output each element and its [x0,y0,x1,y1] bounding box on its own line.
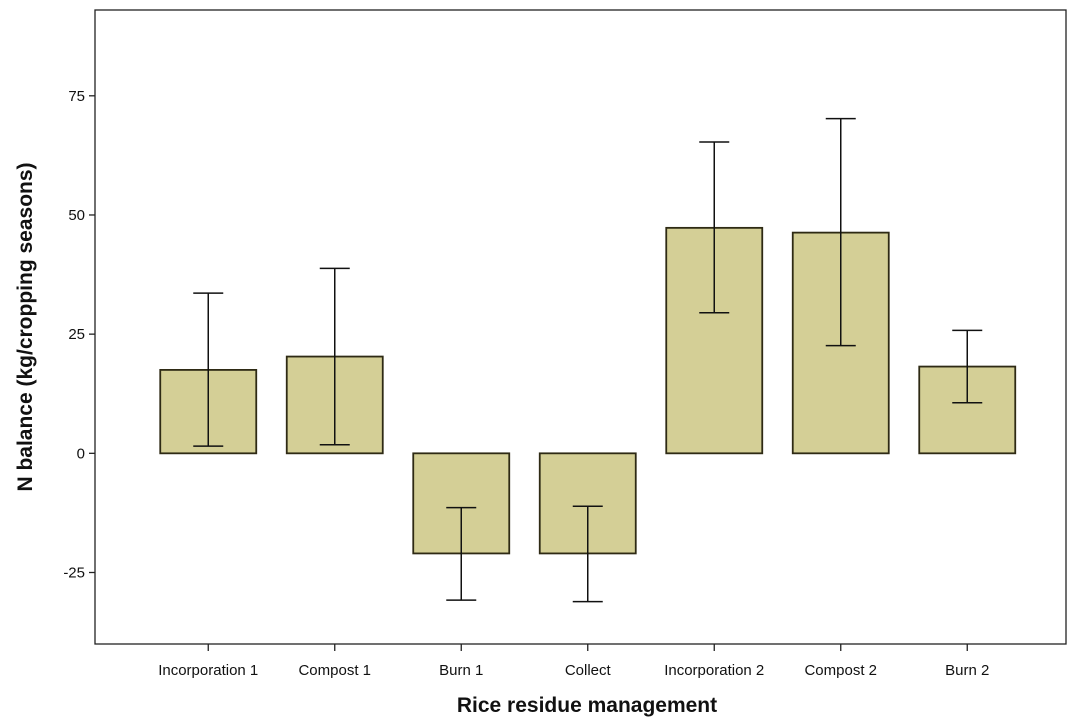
x-axis-title: Rice residue management [457,694,717,717]
y-tick-label: 50 [68,207,85,224]
plot-border [94,9,1067,645]
error-bars-group [193,117,983,603]
x-axis: Incorporation 1 Compost 1 Burn 1 Collect Inc… [158,644,989,679]
x-tick-label: Collect [565,662,612,679]
bar-3 [412,452,511,555]
plot-frame [94,9,1067,645]
x-tick-label: Incorporation 1 [158,662,258,679]
y-tick-label: 75 [68,88,85,105]
x-tick-label: Compost 1 [298,662,371,679]
y-tick-label: 25 [68,326,85,343]
x-tick-label: Incorporation 2 [664,662,764,679]
x-tick-label: Burn 1 [439,662,483,679]
y-tick-label: -25 [63,564,85,581]
y-axis-title: N balance (kg/cropping seasons) [14,162,37,491]
y-axis: -25 0 25 50 75 [63,88,95,581]
y-tick-label: 0 [77,445,85,462]
x-tick-label: Compost 2 [804,662,877,679]
bars-group [159,226,1017,555]
x-tick-label: Burn 2 [945,662,989,679]
